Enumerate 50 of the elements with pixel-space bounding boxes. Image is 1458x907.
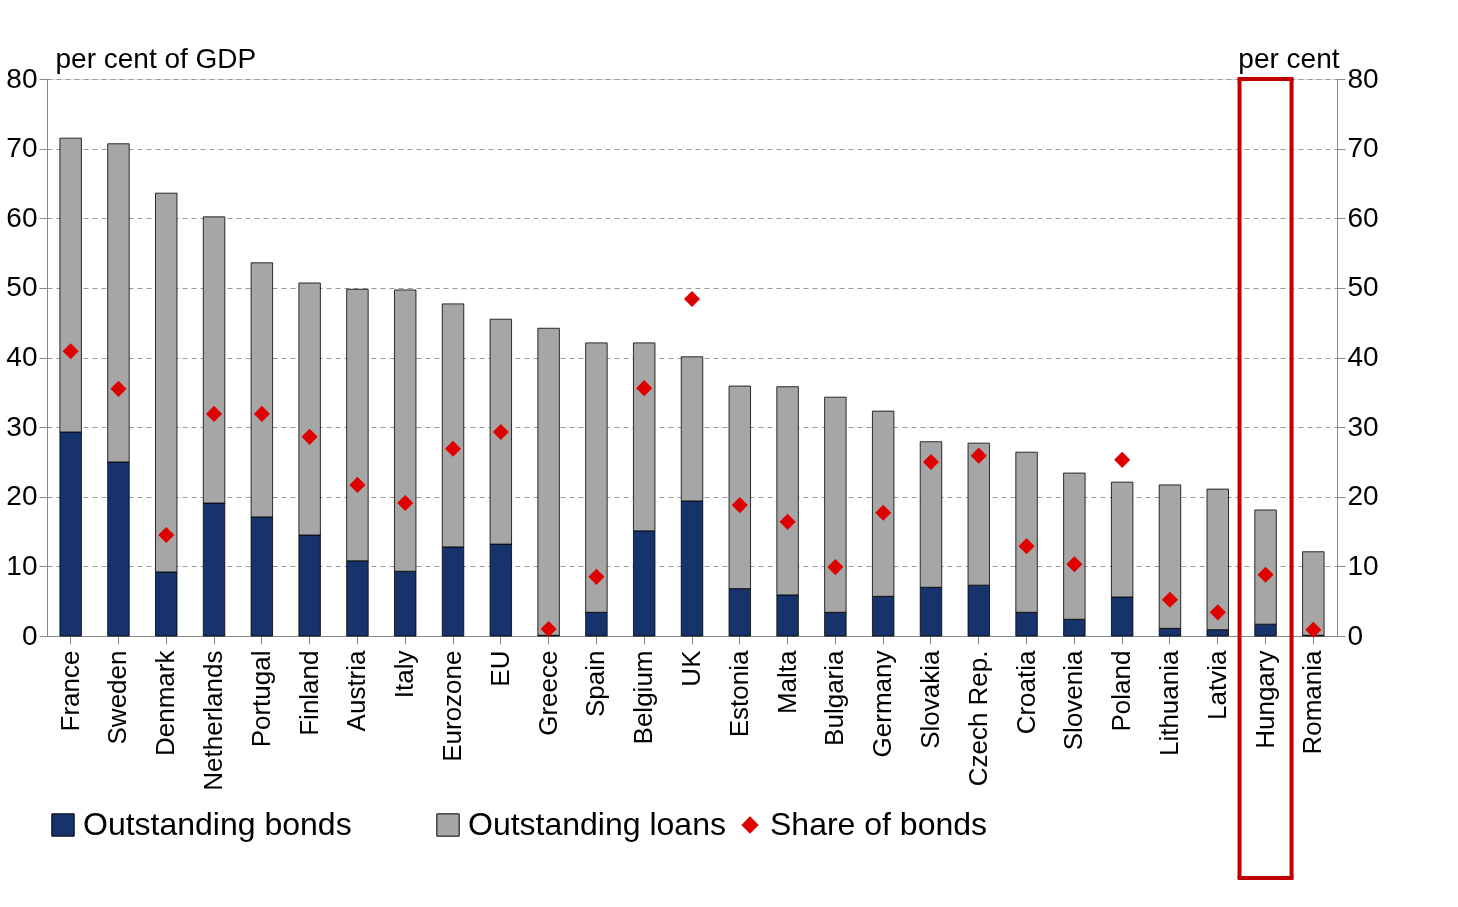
y2-axis-title: per cent	[1238, 42, 1340, 74]
x-tick-label: Romania	[1297, 649, 1328, 755]
x-tick-label: Lithuania	[1153, 649, 1184, 757]
y2-tick-label: 30	[1347, 410, 1379, 442]
y-tick-label: 40	[6, 341, 38, 372]
x-tick-label: Eurozone	[437, 650, 468, 762]
y-tick-label: 0	[21, 619, 38, 651]
y-axis-title: per cent of GDP	[55, 42, 257, 74]
x-tick-label: Latvia	[1201, 649, 1232, 720]
x-tick-label: Portugal	[245, 650, 276, 748]
x-tick-label: France	[54, 650, 85, 732]
y-tick-label: 50	[6, 271, 38, 303]
y-tick-label: 30	[6, 410, 38, 442]
y2-tick-label: 70	[1347, 132, 1379, 164]
x-tick-label: Spain	[580, 650, 611, 717]
y-tick-label: 60	[6, 201, 38, 233]
y2-tick-label: 20	[1347, 480, 1379, 512]
legend-label: Outstanding bonds	[83, 806, 352, 842]
x-tick-label: UK	[676, 649, 706, 687]
y2-tick-label: 40	[1347, 341, 1379, 372]
x-tick-label: Germany	[867, 650, 898, 758]
x-tick-label: Bulgaria	[819, 649, 850, 746]
x-tick-label: Hungary	[1249, 650, 1280, 749]
x-tick-label: Czech Rep.	[962, 650, 993, 787]
y2-tick-label: 80	[1347, 62, 1379, 94]
x-tick-label: Poland	[1106, 650, 1137, 732]
x-tick-label: Estonia	[723, 649, 754, 738]
x-tick-label: Sweden	[102, 650, 133, 745]
x-tick-label: Greece	[532, 650, 563, 736]
x-tick-label: Finland	[293, 650, 324, 736]
x-tick-label: Italy	[389, 650, 420, 699]
x-tick-label: Malta	[771, 649, 802, 715]
legend-label: Share of bonds	[770, 806, 988, 842]
legend-label: Outstanding loans	[468, 806, 726, 842]
x-tick-label: Slovenia	[1058, 649, 1089, 751]
x-tick-label: Denmark	[150, 649, 181, 756]
y2-tick-label: 60	[1347, 201, 1379, 233]
x-tick-label: Slovakia	[914, 649, 945, 749]
x-tick-label: Belgium	[628, 650, 659, 745]
x-tick-label: Netherlands	[198, 650, 229, 791]
y-tick-label: 80	[6, 62, 38, 94]
x-tick-label: Croatia	[1010, 649, 1041, 735]
x-tick-label: EU	[484, 650, 515, 687]
y2-tick-label: 10	[1347, 549, 1379, 581]
y-tick-label: 10	[6, 549, 38, 581]
y2-tick-label: 0	[1347, 619, 1364, 651]
y2-tick-label: 50	[1347, 271, 1379, 303]
x-tick-label: Austria	[341, 649, 372, 732]
y-tick-label: 70	[6, 132, 38, 164]
y-tick-label: 20	[6, 480, 38, 512]
